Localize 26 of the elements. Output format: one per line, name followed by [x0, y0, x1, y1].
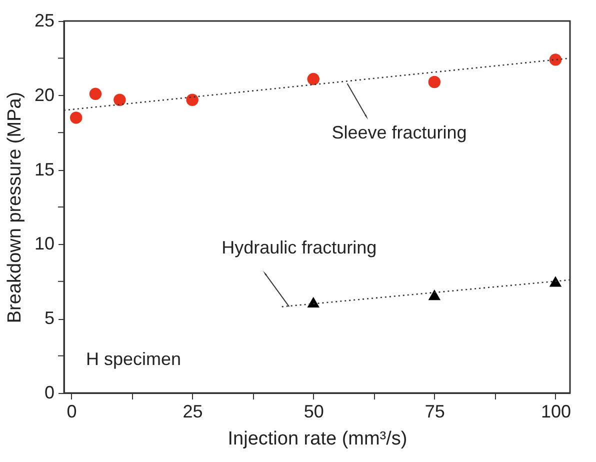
- y-tick-label: 15: [34, 159, 54, 180]
- point: [186, 94, 198, 106]
- y-axis-title: Breakdown pressure (MPa): [4, 92, 26, 324]
- x-tick-label: 0: [66, 402, 77, 422]
- y-tick-label: 10: [34, 234, 54, 254]
- y-tick-label: 0: [44, 382, 54, 402]
- point: [307, 296, 320, 308]
- y-tick-label: 20: [34, 84, 54, 105]
- point: [70, 112, 82, 124]
- x-tick-label: 100: [540, 402, 571, 422]
- point: [307, 72, 320, 86]
- point: [89, 88, 102, 100]
- x-tick-label: 50: [304, 402, 324, 422]
- annotation: H specimen: [86, 349, 182, 369]
- y-tick-label: 5: [44, 308, 54, 328]
- point: [549, 276, 562, 287]
- x-tick-label: 25: [182, 402, 203, 422]
- point: [549, 54, 562, 66]
- annotation: Sleeve fracturing: [332, 122, 467, 142]
- x-tick-label: 75: [424, 402, 445, 422]
- point: [428, 76, 441, 88]
- point: [428, 289, 441, 300]
- x-axis-title: Injection rate (mm³/s): [228, 428, 408, 450]
- annotation: Hydraulic fracturing: [222, 238, 377, 258]
- y-tick-label: 25: [34, 10, 54, 30]
- point: [114, 94, 126, 106]
